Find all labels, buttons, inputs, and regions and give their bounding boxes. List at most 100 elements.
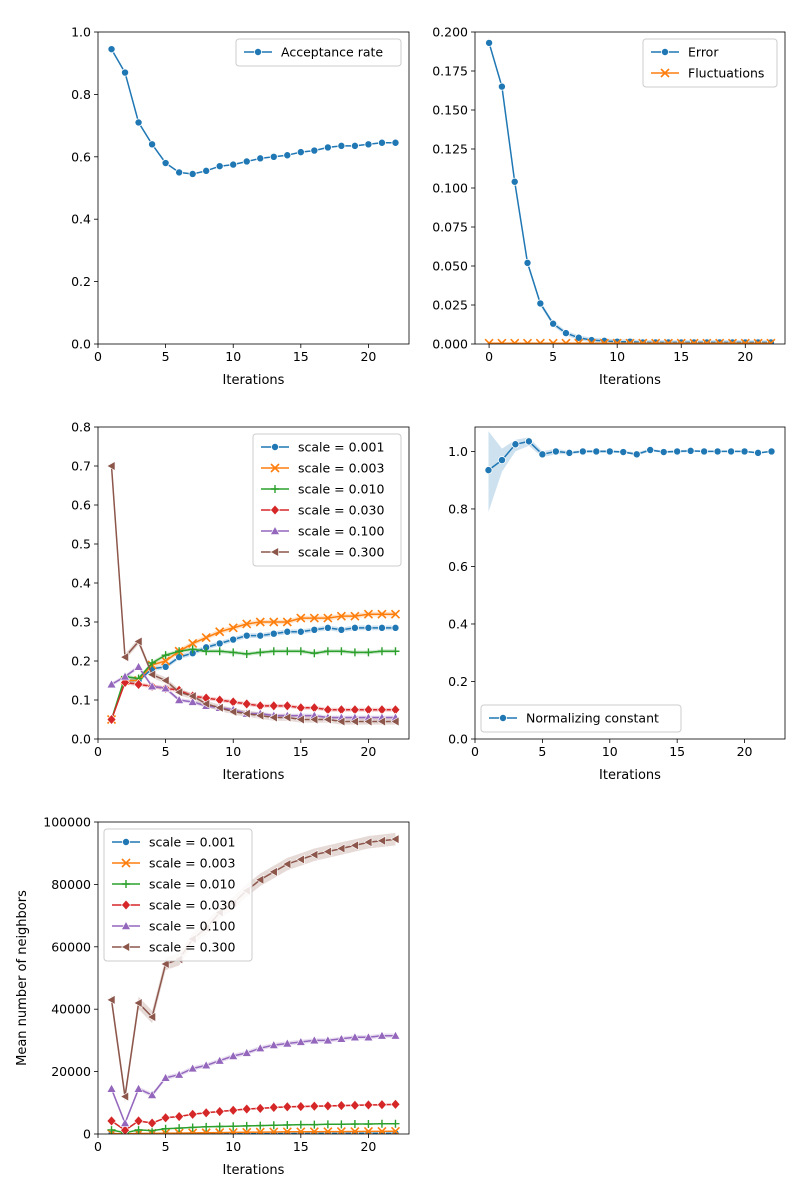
point-s2-19 [364,648,373,657]
point-s5-19 [363,837,373,848]
point-s1-7 [201,1128,211,1134]
point-s4-4 [160,1072,171,1082]
point-s4-1 [120,1117,131,1127]
point-s1-9 [228,1127,238,1134]
point-s5-12 [268,866,278,877]
point-s4-21 [390,1030,401,1040]
point-s5-11 [255,874,265,885]
axes-frame [474,426,786,740]
point-s1-21 [753,338,763,344]
x-tick-label: 0 [485,349,493,364]
point-s1-15 [676,338,686,344]
legend-box [480,704,682,733]
point-slegend-2-0 [271,485,279,493]
y-tick-label: 0.0 [448,732,468,747]
point-s1-16 [323,1127,333,1134]
point-s1-14 [296,613,306,623]
x-tick-label: 10 [225,1139,241,1154]
point-s5-5 [174,687,183,698]
point-s1-11 [255,617,265,627]
point-s0-16 [323,623,332,632]
point-s1-3 [522,338,533,344]
x-tick-label: 0 [471,744,479,759]
point-s2-11 [256,648,265,657]
point-s0-17 [713,447,722,456]
point-s0-3 [148,140,157,149]
point-s0-20 [754,448,763,457]
point-s1-0 [484,338,494,344]
point-s0-9 [605,447,614,456]
point-s5-17 [336,843,346,854]
point-s5-19 [363,716,373,727]
x-tick-label: 10 [602,744,618,759]
point-s0-0 [107,45,116,54]
point-s1-9 [228,623,238,633]
y-tick-label: 0.5 [71,537,91,552]
point-s0-5 [549,319,558,328]
point-s1-6 [561,338,571,344]
point-s4-11 [255,1043,266,1052]
x-tick-label: 15 [293,744,309,759]
point-s4-5 [174,694,185,704]
point-s5-8 [214,702,224,713]
point-s0-13 [283,151,292,160]
point-s2-17 [337,647,346,656]
legend-label-5: scale = 0.300 [149,940,235,955]
point-s1-18 [350,1126,360,1134]
point-s0-0 [485,38,494,47]
point-s0-16 [700,447,709,456]
point-s3-19 [363,1099,374,1111]
point-s0-18 [350,623,359,632]
point-slegend-5-0 [120,941,130,953]
point-s2-6 [188,645,197,654]
point-s4-14 [295,1036,306,1046]
series-line-1 [111,1130,396,1134]
point-s5-21 [390,716,400,727]
point-s3-7 [201,1107,212,1119]
legend-label-0: Acceptance rate [281,45,383,60]
axes-frame [97,821,410,1135]
point-slegend-4-0 [120,920,132,930]
point-s0-14 [673,447,682,456]
point-slegend-4-0 [269,525,281,535]
point-s3-1 [120,1124,130,1134]
series-line-0 [488,440,772,471]
point-s5-10 [241,708,251,719]
point-slegend-0-0 [498,714,507,723]
point-s0-12 [646,446,655,455]
point-s2-8 [215,1122,224,1131]
point-s0-12 [269,629,278,638]
point-s2-11 [256,1121,265,1130]
plot-area [484,431,776,512]
point-slegend-2-0 [122,880,130,888]
point-s1-7 [574,338,584,344]
series-line-0 [110,48,396,175]
point-s0-2 [134,118,143,127]
point-s0-21 [391,138,400,147]
point-slegend-1-0 [121,858,131,868]
series-markers-3 [106,1098,401,1134]
point-s5-16 [322,846,332,857]
chart-normalizing: 0 5 10 15 20 0.0 0.2 0.4 0.6 0.8 1.0 Iterations Norm… [448,426,786,783]
point-s5-21 [390,834,400,845]
point-s0-14 [296,627,305,636]
point-s1-14 [296,1127,306,1134]
point-s4-20 [376,1030,387,1040]
legend-box [252,433,402,567]
series-line-2 [110,648,396,720]
point-s1-13 [282,1127,292,1134]
point-s4-3 [147,681,158,691]
y-tick-label: 0 [83,1127,91,1142]
point-s2-10 [242,649,251,658]
x-tick-label: 20 [360,349,376,364]
point-s5-4 [160,675,170,686]
point-s1-10 [242,619,252,629]
legend-label-0: Error [688,45,719,60]
legend-box [103,828,253,962]
point-s3-6 [187,1108,198,1120]
point-s0-15 [686,446,695,455]
point-s0-14 [296,148,305,157]
point-s1-13 [282,617,292,627]
point-s1-4 [161,1128,171,1134]
point-s0-4 [161,159,170,168]
